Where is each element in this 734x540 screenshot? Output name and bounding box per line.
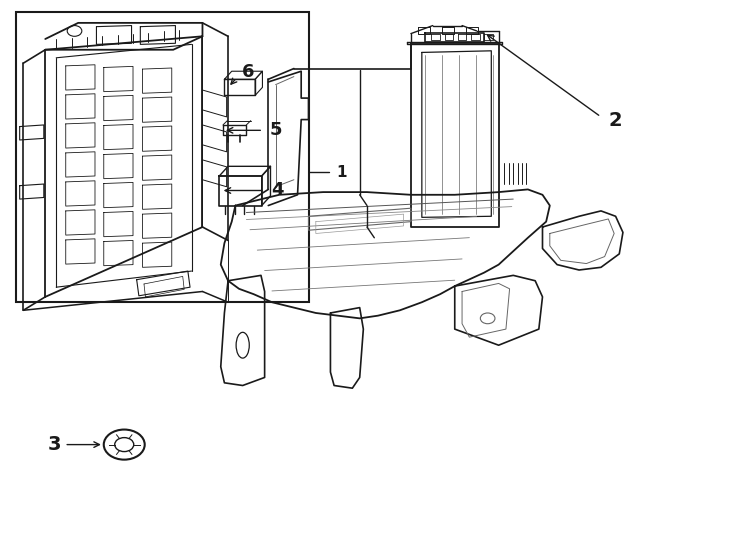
Bar	[16, 12, 308, 302]
Text: 5: 5	[269, 122, 282, 139]
Text: 2: 2	[608, 111, 622, 130]
Text: 3: 3	[48, 435, 62, 454]
Text: 6: 6	[242, 63, 255, 82]
Text: 4: 4	[272, 181, 284, 199]
Text: 1: 1	[336, 165, 346, 180]
